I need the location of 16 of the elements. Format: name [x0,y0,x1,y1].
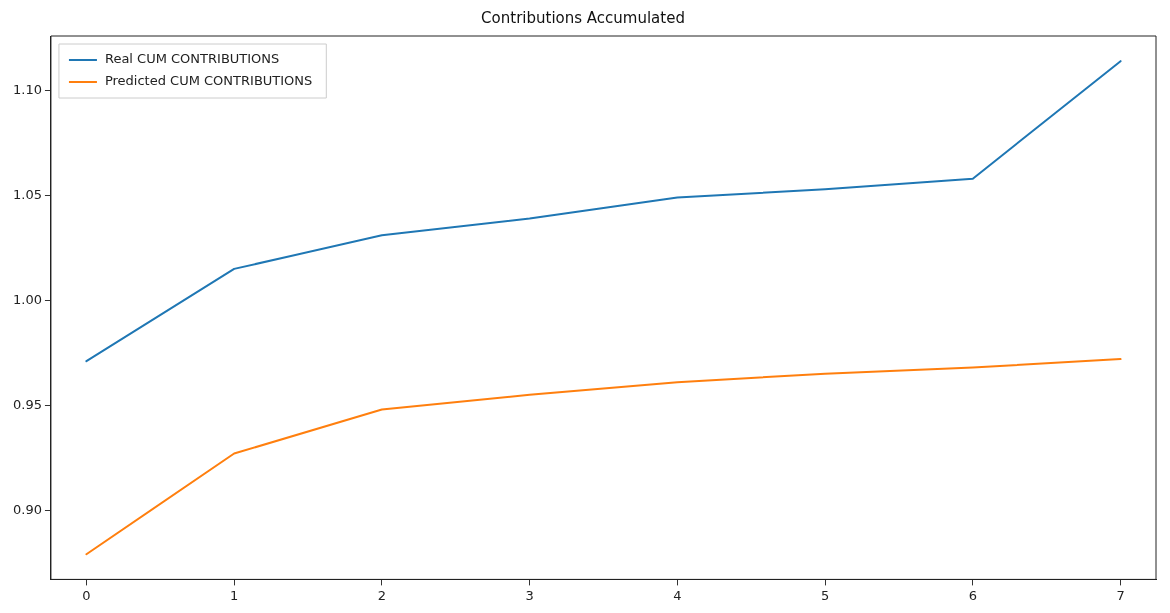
x-tick-label: 5 [820,587,830,603]
x-tick-label: 2 [377,587,387,603]
y-tick-label: 1.00 [12,291,42,307]
x-tick-label: 6 [968,587,977,603]
x-tick-label: 1 [230,587,239,603]
y-tick-label: 0.90 [12,501,42,517]
y-tick-label: 1.05 [12,186,42,202]
x-tick-label: 3 [525,587,534,603]
x-tick-label: 7 [1116,587,1125,603]
y-tick-label: 0.95 [12,396,42,412]
x-tick-label: 0 [82,587,91,603]
legend-label: Predicted CUM CONTRIBUTIONS [104,73,313,89]
legend-label: Real CUM CONTRIBUTIONS [104,51,280,67]
y-tick-label: 1.10 [12,81,42,97]
x-tick-label: 4 [673,587,682,603]
chart-title: Contributions Accumulated [481,8,685,27]
